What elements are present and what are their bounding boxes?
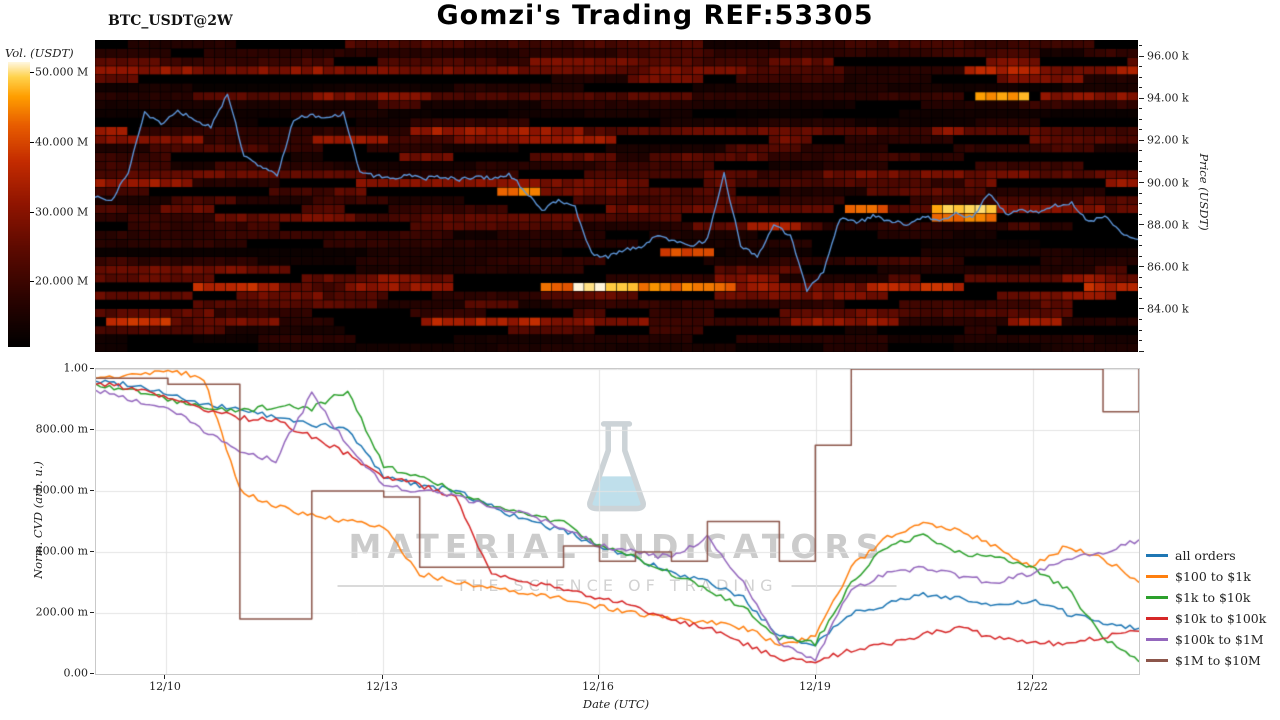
legend-item-1m-10m: $1M to $10M — [1146, 650, 1266, 671]
price-tick-label: 84.00 k — [1147, 302, 1189, 316]
cvd-axis-label: Norm. CVD (arb. u.) — [31, 461, 45, 579]
legend-item-10k-100k: $10k to $100k — [1146, 608, 1266, 629]
tick-mark — [1139, 182, 1144, 183]
tick-mark — [1139, 160, 1142, 162]
tick-mark — [1139, 87, 1142, 89]
tick-mark — [90, 489, 94, 491]
legend-label: $100k to $1M — [1175, 632, 1264, 647]
tick-mark — [1139, 234, 1142, 236]
tick-mark — [90, 672, 94, 674]
cvd-tick-label: 200.00 m — [35, 605, 88, 619]
tick-mark — [1139, 44, 1142, 46]
legend-label: all orders — [1175, 548, 1236, 563]
legend-swatch — [1146, 659, 1168, 662]
cvd-tick-label: 600.00 m — [35, 483, 88, 497]
tick-mark — [381, 675, 383, 679]
tick-mark — [90, 428, 94, 430]
cvd-tick-label: 0.00 — [63, 666, 89, 680]
cvd-tick-label: 800.00 m — [35, 422, 88, 436]
colorbar-tick-label: 20.000 M — [35, 274, 89, 288]
tick-mark — [1139, 150, 1142, 152]
price-tick-label: 92.00 k — [1147, 133, 1189, 147]
tick-mark — [1139, 276, 1142, 278]
legend-item-all-orders: all orders — [1146, 545, 1266, 566]
date-tick-label: 12/10 — [149, 680, 181, 693]
tick-mark — [1139, 297, 1142, 299]
legend-label: $100 to $1k — [1175, 569, 1251, 584]
tick-mark — [814, 675, 816, 679]
tick-mark — [1139, 203, 1142, 205]
price-tick-label: 90.00 k — [1147, 176, 1189, 190]
date-tick-label: 12/16 — [582, 680, 614, 693]
price-tick-label: 94.00 k — [1147, 91, 1189, 105]
tick-mark — [1139, 129, 1142, 131]
tick-mark — [1139, 350, 1144, 352]
tick-mark — [30, 72, 34, 73]
volume-colorbar — [8, 62, 30, 347]
tick-mark — [1139, 76, 1142, 78]
tick-mark — [1139, 66, 1142, 68]
legend-swatch — [1146, 554, 1168, 557]
cvd-tick-label: 1.00 — [63, 361, 89, 375]
volume-heatmap-canvas — [95, 40, 1138, 352]
legend-label: $10k to $100k — [1175, 611, 1267, 626]
tick-mark — [90, 550, 94, 552]
symbol-label: BTC_USDT@2W — [108, 13, 233, 29]
tick-mark — [1139, 97, 1144, 99]
tick-mark — [1139, 213, 1142, 215]
legend: all orders $100 to $1k $1k to $10k $10k … — [1146, 545, 1266, 671]
colorbar-tick-label: 30.000 M — [35, 205, 89, 219]
tick-mark — [1139, 287, 1142, 289]
tick-mark — [1139, 245, 1142, 247]
colorbar-tick-label: 50.000 M — [35, 65, 89, 79]
price-tick-label: 96.00 k — [1147, 49, 1189, 63]
tick-mark — [1139, 308, 1144, 310]
tick-mark — [30, 212, 34, 213]
tick-mark — [1139, 108, 1142, 110]
date-axis-label: Date (UTC) — [582, 697, 650, 711]
tick-mark — [1139, 192, 1142, 194]
tick-mark — [1139, 340, 1142, 342]
tick-mark — [1139, 171, 1142, 173]
tick-mark — [164, 675, 166, 679]
cvd-tick-label: 400.00 m — [35, 544, 88, 558]
legend-item-1k-10k: $1k to $10k — [1146, 587, 1266, 608]
tick-mark — [1139, 319, 1142, 321]
cvd-plot-area: MATERIAL INDICATORS THE SCIENCE OF TRADI… — [95, 368, 1140, 675]
legend-label: $1k to $10k — [1175, 590, 1251, 605]
legend-item-100k-1m: $100k to $1M — [1146, 629, 1266, 650]
tick-mark — [1139, 255, 1142, 257]
tick-mark — [597, 675, 599, 679]
tick-mark — [30, 142, 34, 143]
legend-swatch — [1146, 617, 1168, 620]
date-tick-label: 12/22 — [1016, 680, 1048, 693]
date-tick-label: 12/13 — [366, 680, 398, 693]
tick-mark — [1139, 224, 1144, 226]
tick-mark — [90, 611, 94, 613]
price-tick-label: 88.00 k — [1147, 218, 1189, 232]
page-title: Gomzi's Trading REF:53305 — [436, 0, 874, 31]
legend-swatch — [1146, 575, 1168, 578]
legend-item-100-1k: $100 to $1k — [1146, 566, 1266, 587]
tick-mark — [1031, 675, 1033, 679]
price-tick-label: 86.00 k — [1147, 260, 1189, 274]
date-tick-label: 12/19 — [799, 680, 831, 693]
colorbar-axis-label: Vol. (USDT) — [5, 46, 74, 60]
legend-label: $1M to $10M — [1175, 653, 1261, 668]
tick-mark — [30, 281, 34, 282]
tick-mark — [1139, 266, 1144, 268]
tick-mark — [90, 367, 94, 369]
colorbar-tick-label: 40.000 M — [35, 135, 89, 149]
cvd-canvas — [96, 369, 1139, 674]
tick-mark — [1139, 139, 1144, 141]
tick-mark — [1139, 329, 1142, 331]
legend-swatch — [1146, 596, 1168, 599]
price-axis-label: Price (USDT) — [1197, 153, 1211, 231]
tick-mark — [1139, 118, 1142, 120]
legend-swatch — [1146, 638, 1168, 641]
tick-mark — [1139, 55, 1144, 57]
